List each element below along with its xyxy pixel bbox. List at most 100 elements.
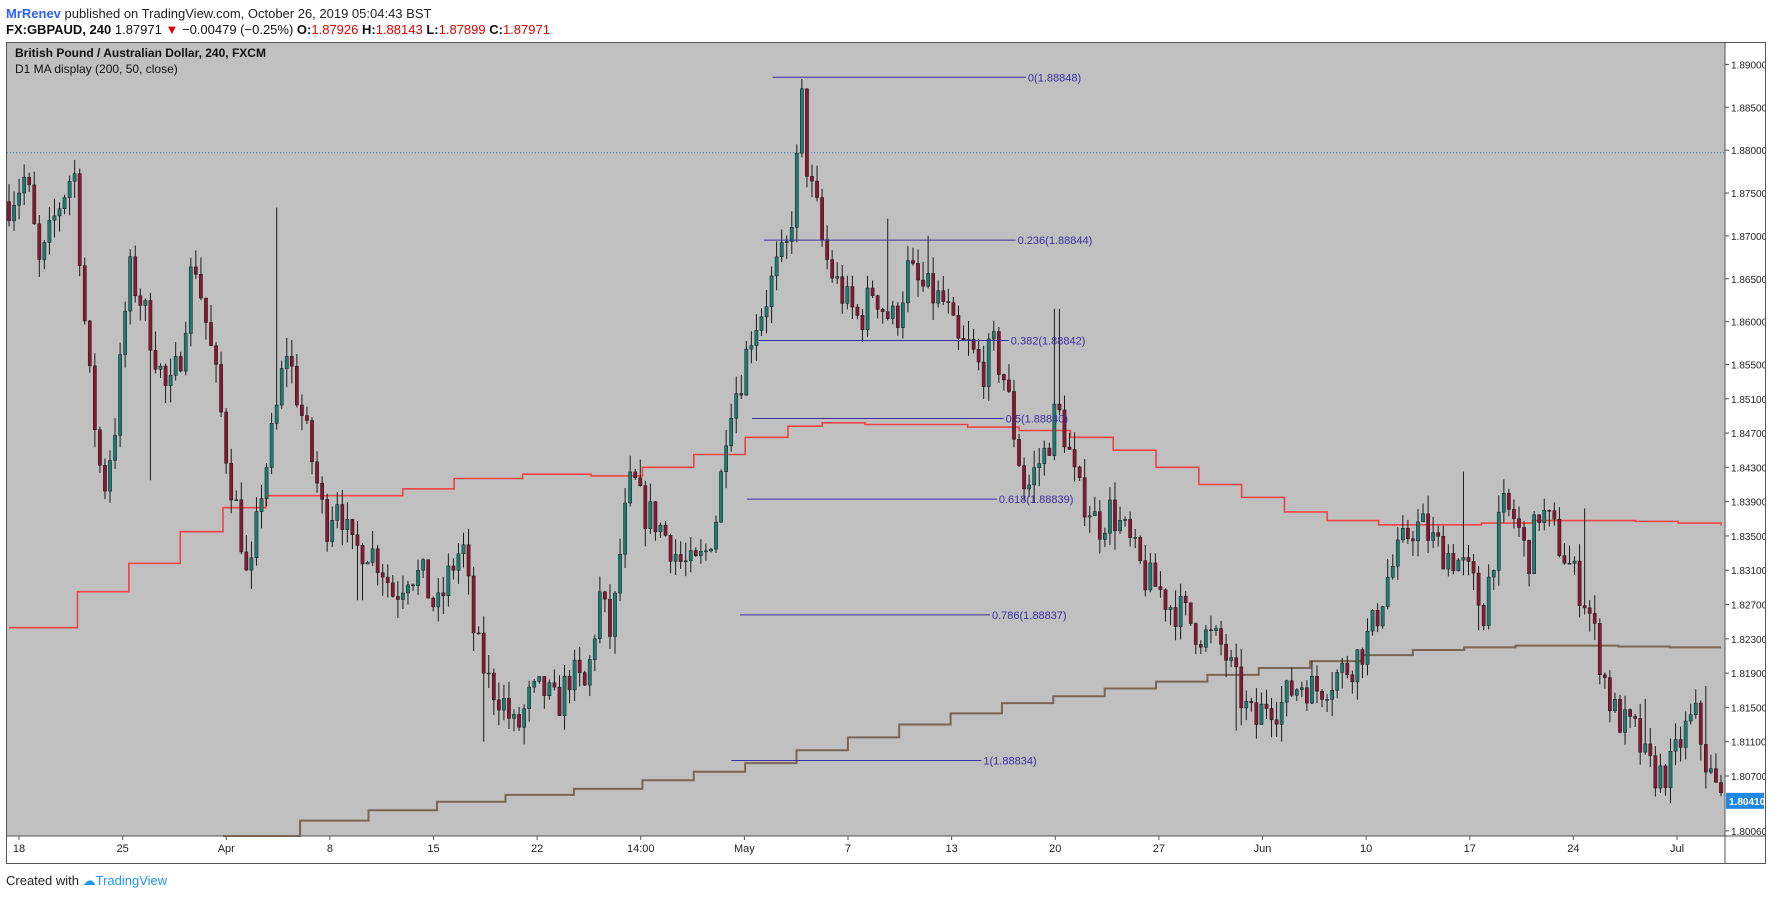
candle[interactable] bbox=[1310, 660, 1314, 705]
candle[interactable] bbox=[557, 675, 562, 716]
candle[interactable] bbox=[1305, 680, 1309, 711]
candle[interactable] bbox=[1158, 571, 1163, 598]
candle[interactable] bbox=[254, 497, 259, 566]
candle[interactable] bbox=[335, 492, 340, 529]
candle[interactable] bbox=[587, 655, 592, 697]
candle[interactable] bbox=[699, 539, 703, 564]
candle[interactable] bbox=[860, 309, 865, 342]
candle[interactable] bbox=[1461, 471, 1466, 576]
candle[interactable] bbox=[542, 676, 547, 709]
candle[interactable] bbox=[1501, 479, 1506, 523]
candle[interactable] bbox=[1446, 544, 1451, 577]
candle[interactable] bbox=[340, 489, 345, 546]
candle[interactable] bbox=[259, 484, 264, 529]
candle[interactable] bbox=[885, 218, 890, 321]
tradingview-logo-icon[interactable]: ☁ bbox=[82, 873, 96, 888]
candle[interactable] bbox=[269, 412, 274, 475]
candle[interactable] bbox=[82, 257, 87, 325]
candle[interactable] bbox=[1082, 458, 1087, 527]
candle[interactable] bbox=[219, 351, 223, 418]
candle[interactable] bbox=[1658, 753, 1663, 794]
candle[interactable] bbox=[547, 679, 552, 700]
candle[interactable] bbox=[1193, 622, 1198, 655]
candle[interactable] bbox=[214, 342, 218, 383]
candle[interactable] bbox=[754, 314, 759, 361]
candle[interactable] bbox=[1618, 694, 1622, 734]
candle[interactable] bbox=[603, 590, 607, 613]
candle[interactable] bbox=[264, 463, 269, 507]
price-axis[interactable] bbox=[1725, 43, 1765, 836]
candle[interactable] bbox=[956, 305, 961, 350]
candle[interactable] bbox=[805, 88, 809, 188]
candle[interactable] bbox=[734, 376, 739, 434]
candle[interactable] bbox=[1077, 465, 1082, 481]
candle[interactable] bbox=[623, 488, 627, 568]
candle[interactable] bbox=[188, 257, 193, 347]
candle[interactable] bbox=[704, 543, 708, 561]
candle[interactable] bbox=[1597, 618, 1602, 685]
candle[interactable] bbox=[1320, 689, 1324, 708]
candle[interactable] bbox=[239, 482, 244, 555]
candle[interactable] bbox=[638, 459, 643, 487]
candle[interactable] bbox=[1547, 509, 1552, 527]
candle[interactable] bbox=[1214, 625, 1218, 636]
candle[interactable] bbox=[436, 578, 441, 622]
candle[interactable] bbox=[1002, 373, 1006, 391]
candle[interactable] bbox=[774, 241, 779, 291]
candle[interactable] bbox=[507, 681, 511, 729]
candle[interactable] bbox=[279, 360, 284, 409]
candle[interactable] bbox=[673, 539, 678, 576]
candle[interactable] bbox=[1168, 605, 1173, 626]
candle[interactable] bbox=[1400, 515, 1405, 543]
candle[interactable] bbox=[1279, 685, 1284, 742]
candle[interactable] bbox=[1254, 688, 1259, 739]
candle[interactable] bbox=[1264, 689, 1269, 720]
candle[interactable] bbox=[693, 547, 698, 557]
candle[interactable] bbox=[305, 406, 309, 424]
candle[interactable] bbox=[678, 541, 683, 569]
candle[interactable] bbox=[234, 490, 239, 502]
candle[interactable] bbox=[1062, 395, 1067, 453]
candle[interactable] bbox=[1421, 503, 1425, 523]
candle[interactable] bbox=[502, 684, 506, 721]
candle[interactable] bbox=[1714, 753, 1718, 783]
candle[interactable] bbox=[289, 339, 294, 384]
candle[interactable] bbox=[1148, 552, 1153, 593]
candle[interactable] bbox=[421, 558, 425, 579]
candle[interactable] bbox=[295, 354, 299, 408]
candle[interactable] bbox=[325, 493, 330, 552]
candle[interactable] bbox=[522, 704, 526, 745]
time-axis[interactable] bbox=[7, 836, 1765, 863]
candle[interactable] bbox=[598, 576, 602, 644]
candle[interactable] bbox=[1703, 685, 1708, 789]
candle[interactable] bbox=[789, 211, 794, 254]
candle[interactable] bbox=[1431, 516, 1435, 549]
candle[interactable] bbox=[370, 530, 375, 566]
candle[interactable] bbox=[825, 225, 829, 270]
candle[interactable] bbox=[133, 245, 138, 303]
candle[interactable] bbox=[931, 257, 936, 321]
candle[interactable] bbox=[1335, 669, 1340, 699]
candle[interactable] bbox=[158, 363, 163, 378]
candle[interactable] bbox=[1183, 591, 1188, 616]
candle[interactable] bbox=[991, 320, 996, 351]
candle[interactable] bbox=[401, 575, 405, 610]
candle[interactable] bbox=[461, 532, 466, 568]
candle[interactable] bbox=[870, 280, 875, 299]
candle[interactable] bbox=[890, 300, 895, 325]
candle[interactable] bbox=[1067, 432, 1072, 450]
candle[interactable] bbox=[1047, 442, 1052, 457]
candle[interactable] bbox=[108, 450, 112, 503]
candle[interactable] bbox=[633, 468, 638, 481]
candle[interactable] bbox=[426, 559, 431, 599]
candle[interactable] bbox=[1345, 655, 1350, 679]
candle[interactable] bbox=[794, 144, 799, 243]
candle[interactable] bbox=[431, 596, 436, 612]
candle[interactable] bbox=[1587, 600, 1592, 632]
candle[interactable] bbox=[224, 408, 229, 474]
candle[interactable] bbox=[486, 654, 491, 689]
candle[interactable] bbox=[1613, 692, 1617, 713]
candle[interactable] bbox=[1582, 508, 1587, 615]
candle[interactable] bbox=[1224, 633, 1228, 677]
candle[interactable] bbox=[1143, 544, 1148, 597]
